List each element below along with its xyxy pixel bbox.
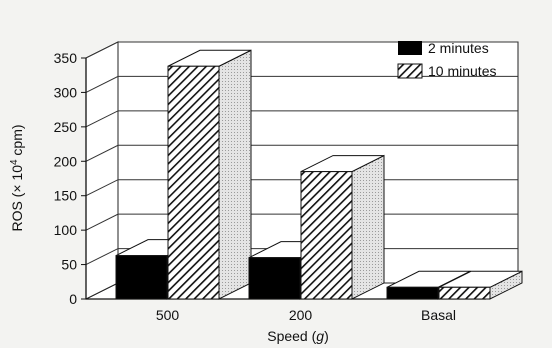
grid-line [85, 179, 518, 197]
x-category-label-500: 500 [156, 307, 180, 323]
bar-200-10-minutes [300, 154, 385, 300]
grid-line [85, 41, 518, 59]
y-tick-label: 300 [54, 84, 78, 100]
legend-swatch-2-minutes [398, 41, 422, 55]
x-category-labels: 500 200 Basal [156, 307, 456, 323]
grid-line [85, 144, 518, 162]
legend-swatch-10-minutes [397, 63, 423, 79]
y-tick-label: 150 [54, 188, 78, 204]
bar-500-10-minutes [167, 49, 252, 300]
side-wall [85, 41, 119, 300]
bar-basal-10-minutes [438, 270, 523, 300]
y-tick-label: 0 [69, 291, 77, 307]
legend: 2 minutes 10 minutes [397, 40, 496, 79]
y-tick-label: 50 [61, 257, 77, 273]
bars [115, 49, 523, 300]
y-tick-label: 100 [54, 222, 78, 238]
y-tick-label: 200 [54, 153, 78, 169]
grid-line [85, 213, 518, 231]
grid-lines [85, 41, 518, 266]
x-category-label-basal: Basal [421, 307, 456, 323]
x-category-label-200: 200 [289, 307, 313, 323]
grid-line [85, 75, 518, 93]
y-axis-label: ROS (× 104 cpm) [9, 124, 25, 231]
legend-label-10-minutes: 10 minutes [428, 63, 496, 79]
y-tick-label: 350 [54, 50, 78, 66]
y-tick-label: 250 [54, 119, 78, 135]
x-axis-label: Speed (g) [267, 328, 329, 344]
y-tick-labels: 0 50 100 150 200 250 300 350 [54, 50, 86, 307]
grid-line [85, 110, 518, 128]
legend-label-2-minutes: 2 minutes [428, 40, 489, 56]
grid-line [85, 248, 518, 266]
